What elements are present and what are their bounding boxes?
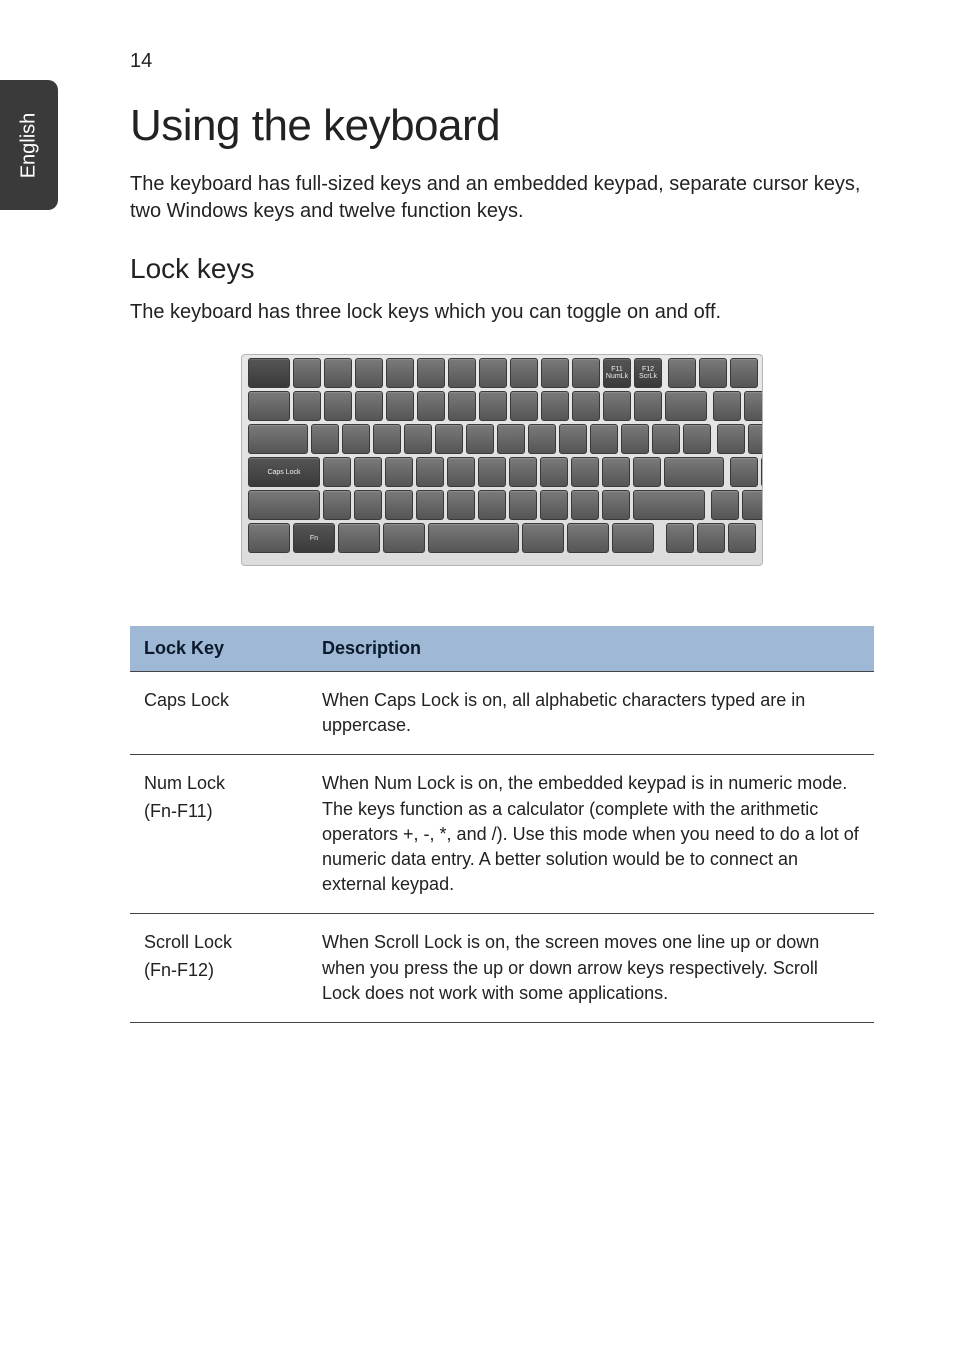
lockkey-name: Scroll Lock — [144, 932, 232, 952]
table-row: Scroll Lock (Fn-F12) When Scroll Lock is… — [130, 914, 874, 1023]
section-heading: Lock keys — [130, 253, 874, 285]
table-header-lockkey: Lock Key — [130, 626, 308, 672]
lockkey-name: Caps Lock — [144, 690, 229, 710]
section-subtext: The keyboard has three lock keys which y… — [130, 299, 874, 326]
key-caps-lock: Caps Lock — [248, 457, 320, 487]
page-title: Using the keyboard — [130, 101, 874, 151]
table-header-description: Description — [308, 626, 874, 672]
table-row: Num Lock (Fn-F11) When Num Lock is on, t… — [130, 755, 874, 914]
lockkey-desc: When Num Lock is on, the embedded keypad… — [308, 755, 874, 914]
lockkey-name: Num Lock — [144, 773, 225, 793]
key-fn: Fn — [293, 523, 335, 553]
lockkey-sub: (Fn-F11) — [144, 799, 294, 824]
table-row: Caps Lock When Caps Lock is on, all alph… — [130, 672, 874, 755]
key-f11-numlk: F11 NumLk — [603, 358, 631, 388]
lockkey-desc: When Caps Lock is on, all alphabetic cha… — [308, 672, 874, 755]
intro-paragraph: The keyboard has full-sized keys and an … — [130, 171, 874, 225]
side-language-label: English — [18, 112, 41, 178]
side-language-tab: English — [0, 80, 58, 210]
lockkey-desc: When Scroll Lock is on, the screen moves… — [308, 914, 874, 1023]
lock-keys-table: Lock Key Description Caps Lock When Caps… — [130, 626, 874, 1023]
lockkey-sub: (Fn-F12) — [144, 958, 294, 983]
keyboard-illustration: F11 NumLk F12 ScrLk Caps Lock — [241, 354, 763, 566]
page-number: 14 — [130, 50, 874, 73]
key-f12-scrlk: F12 ScrLk — [634, 358, 662, 388]
